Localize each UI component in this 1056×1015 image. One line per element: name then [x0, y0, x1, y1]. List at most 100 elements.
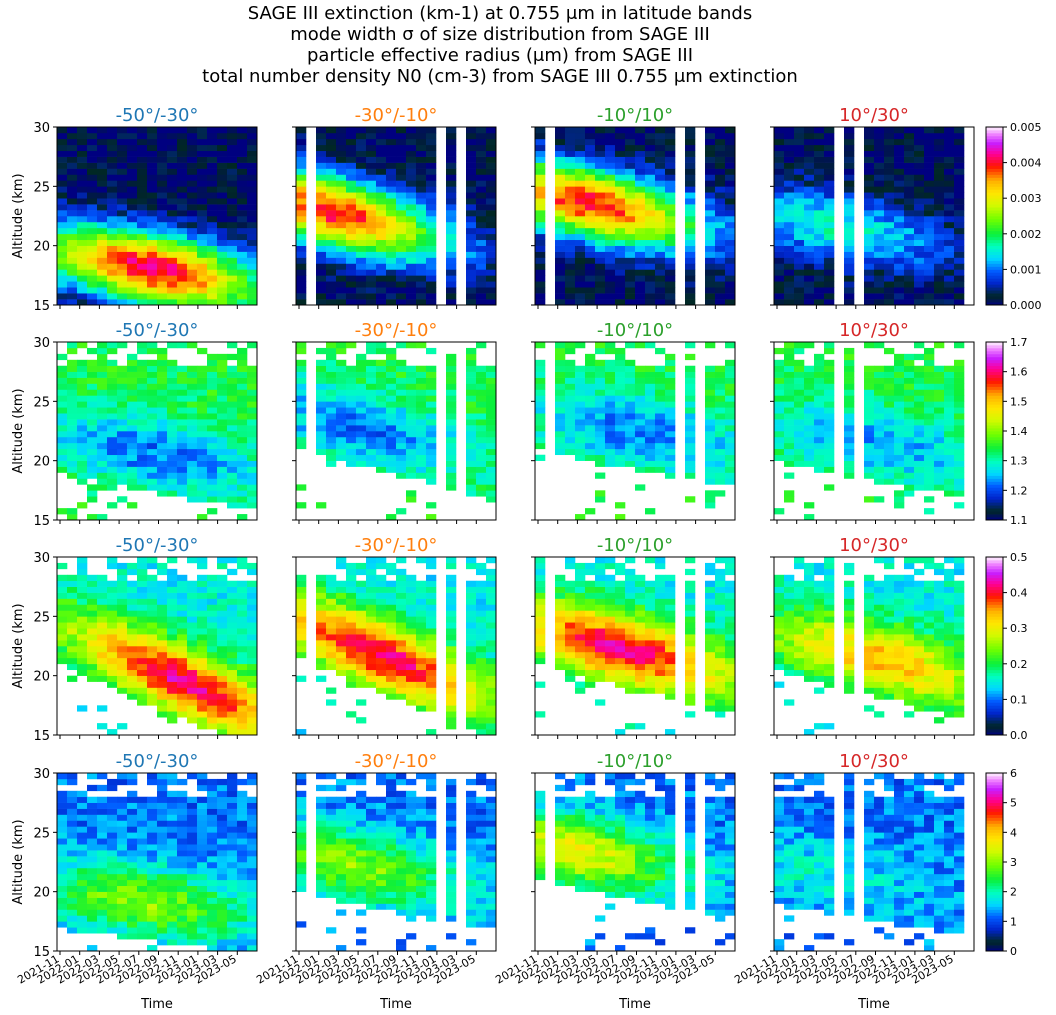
heatmap-cell [217, 557, 228, 564]
heatmap-cell [625, 233, 636, 241]
heatmap-cell [794, 342, 805, 349]
heatmap-cell [924, 162, 935, 169]
heatmap-cell [874, 138, 885, 146]
heatmap-cell [944, 442, 955, 450]
heatmap-cell [107, 413, 118, 420]
heatmap-cell [87, 192, 98, 199]
heatmap-cell [416, 557, 427, 564]
heatmap-cell [346, 389, 357, 396]
heatmap-cell [486, 132, 497, 140]
heatmap-cell [954, 377, 965, 384]
heatmap-cell [924, 156, 935, 163]
heatmap-cell [127, 132, 138, 140]
heatmap-cell [366, 227, 377, 235]
heatmap-cell [237, 186, 248, 193]
heatmap-cell [814, 174, 825, 181]
heatmap-cell [685, 371, 696, 378]
heatmap-cell [535, 604, 546, 611]
heatmap-cell [147, 287, 158, 294]
heatmap-cell [874, 407, 885, 414]
heatmap-cell [635, 239, 646, 246]
heatmap-cell [117, 180, 128, 187]
heatmap-cell [316, 216, 327, 223]
heatmap-cell [446, 180, 457, 187]
heatmap-cell [157, 263, 168, 270]
colorbar-segment [986, 401, 1003, 405]
heatmap-cell [167, 717, 178, 724]
heatmap-cell [426, 574, 437, 582]
heatmap-cell [635, 227, 646, 235]
heatmap-cell [177, 395, 188, 402]
heatmap-cell [416, 634, 427, 641]
heatmap-cell [934, 287, 945, 294]
heatmap-cell [914, 281, 925, 288]
heatmap-cell [565, 233, 576, 241]
heatmap-cell [844, 407, 855, 414]
heatmap-cell [476, 562, 487, 570]
heatmap-cell [705, 287, 716, 294]
heatmap-cell [874, 216, 885, 223]
heatmap-cell [316, 598, 327, 605]
heatmap-cell [167, 699, 178, 706]
heatmap-cell [316, 389, 327, 396]
heatmap-cell [705, 227, 716, 235]
heatmap-cell [386, 293, 397, 300]
heatmap-cell [864, 425, 875, 432]
heatmap-cell [894, 257, 905, 264]
heatmap-cell [187, 693, 198, 700]
heatmap-cell [187, 210, 198, 217]
heatmap-cell [904, 239, 915, 246]
heatmap-cell [217, 263, 228, 270]
heatmap-cell [197, 711, 208, 718]
heatmap-cell [326, 233, 337, 241]
heatmap-cell [237, 275, 248, 282]
heatmap-cell [814, 466, 825, 473]
heatmap-cell [944, 216, 955, 223]
heatmap-cell [346, 610, 357, 617]
panel-row2-col4: 10°/30° [770, 320, 975, 524]
heatmap-cell [874, 233, 885, 241]
heatmap-cell [326, 460, 337, 467]
heatmap-cell [615, 448, 626, 456]
heatmap-cell [386, 586, 397, 593]
heatmap-cell [595, 342, 606, 349]
heatmap-cell [804, 192, 815, 199]
heatmap-cell [167, 275, 178, 282]
heatmap-cell [396, 693, 407, 700]
heatmap-cell [565, 371, 576, 378]
heatmap-cell [207, 693, 218, 700]
heatmap-cell [117, 454, 128, 461]
heatmap-cell [67, 371, 78, 378]
heatmap-cell [177, 389, 188, 396]
heatmap-cell [416, 442, 427, 450]
heatmap-cell [396, 233, 407, 241]
heatmap-cell [625, 204, 636, 211]
heatmap-cell [725, 281, 736, 288]
heatmap-cell [774, 257, 785, 264]
heatmap-cell [356, 227, 367, 235]
heatmap-cell [187, 592, 198, 599]
heatmap-cell [924, 132, 935, 140]
heatmap-cell [954, 144, 965, 152]
heatmap-cell [237, 204, 248, 211]
heatmap-cell [535, 162, 546, 169]
heatmap-cell [147, 675, 158, 682]
heatmap-cell [874, 239, 885, 246]
heatmap-cell [247, 251, 258, 258]
heatmap-cell [864, 287, 875, 294]
heatmap-cell [237, 371, 248, 378]
heatmap-cell [217, 574, 228, 582]
heatmap-cell [117, 598, 128, 605]
heatmap-cell [924, 347, 935, 355]
heatmap-cell [794, 383, 805, 390]
heatmap-cell [127, 395, 138, 402]
heatmap-cell [954, 359, 965, 367]
heatmap-cell [844, 466, 855, 473]
heatmap-cell [585, 359, 596, 367]
heatmap-cell [227, 431, 238, 438]
heatmap-cell [57, 377, 68, 384]
heatmap-cell [396, 180, 407, 187]
heatmap-cell [944, 484, 955, 491]
heatmap-cell [167, 460, 178, 467]
